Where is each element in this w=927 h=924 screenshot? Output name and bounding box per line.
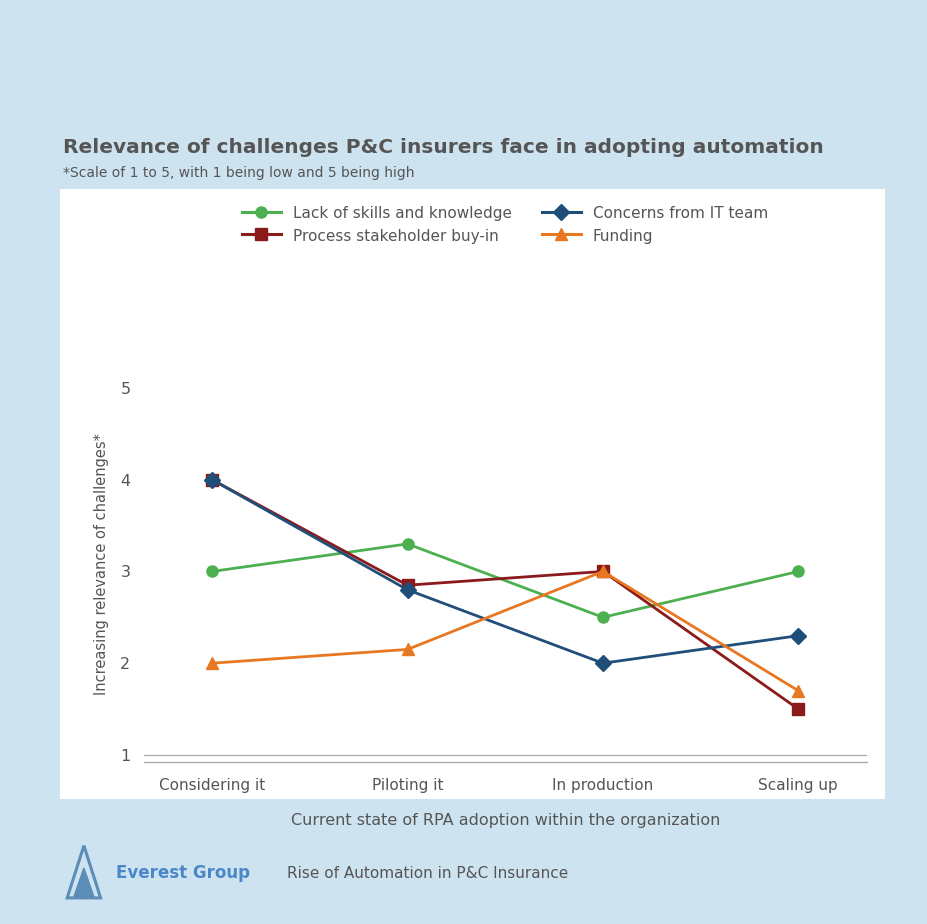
Polygon shape: [73, 868, 95, 898]
Text: Rise of Automation in P&C Insurance: Rise of Automation in P&C Insurance: [287, 866, 568, 881]
Text: *Scale of 1 to 5, with 1 being low and 5 being high: *Scale of 1 to 5, with 1 being low and 5…: [63, 166, 414, 180]
X-axis label: Current state of RPA adoption within the organization: Current state of RPA adoption within the…: [290, 813, 720, 828]
Text: Everest Group: Everest Group: [116, 864, 250, 882]
Y-axis label: Increasing relevance of challenges*: Increasing relevance of challenges*: [95, 432, 109, 695]
Legend: Lack of skills and knowledge, Process stakeholder buy-in, Concerns from IT team,: Lack of skills and knowledge, Process st…: [242, 206, 768, 244]
Text: Relevance of challenges P&C insurers face in adopting automation: Relevance of challenges P&C insurers fac…: [63, 138, 824, 157]
